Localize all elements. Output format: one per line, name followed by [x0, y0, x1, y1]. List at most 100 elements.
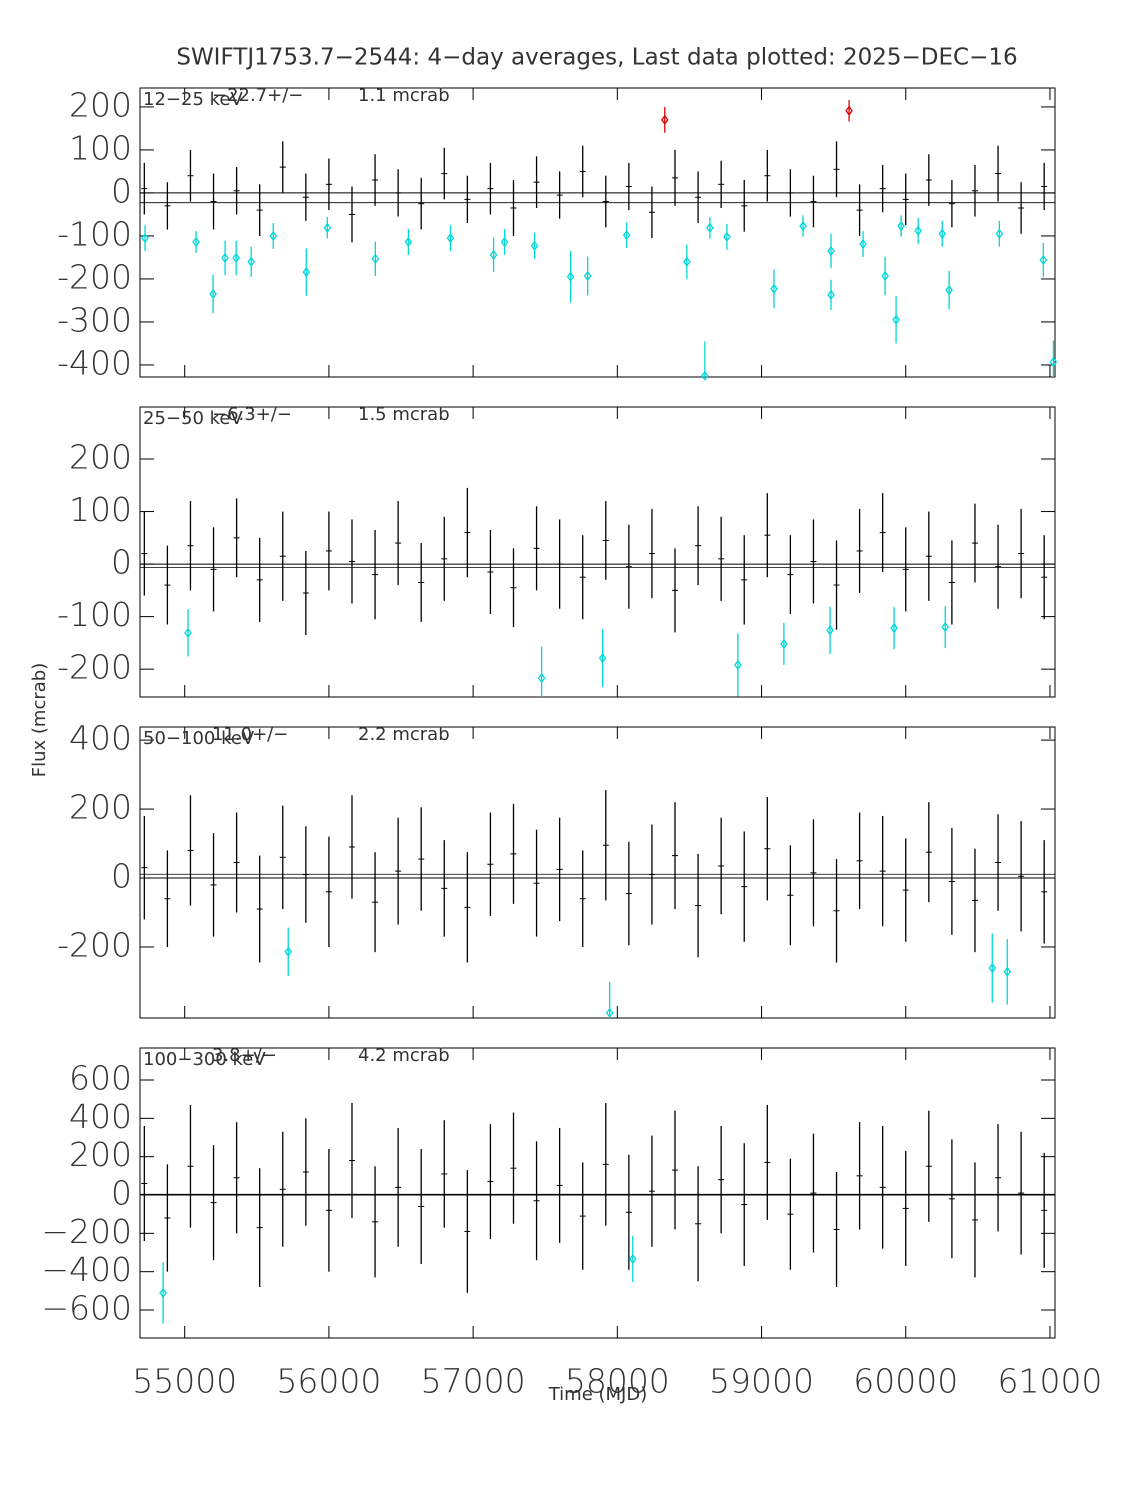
- data-point: [941, 622, 950, 633]
- y-tick-label: −400: [41, 1250, 132, 1289]
- y-tick-label: 600: [69, 1059, 132, 1098]
- y-tick-label: −600: [41, 1289, 132, 1328]
- x-axis-label: Time (MJD): [548, 1384, 648, 1405]
- data-point: [706, 222, 714, 233]
- mean-error-label: 4.2 mcrab: [358, 1045, 450, 1066]
- data-point: [583, 270, 592, 282]
- y-tick-label: -200: [57, 257, 132, 296]
- data-point: [827, 289, 835, 300]
- data-point: [537, 673, 546, 684]
- data-point: [827, 245, 835, 257]
- data-point: [988, 962, 997, 974]
- y-tick-label: 0: [111, 857, 132, 896]
- mean-label: −22.7+/−: [212, 85, 303, 106]
- x-tick-label: 61000: [997, 1362, 1102, 1401]
- mean-label: 11.0+/−: [212, 724, 288, 745]
- data-point: [622, 229, 631, 241]
- data-point: [530, 240, 539, 251]
- data-point: [446, 233, 455, 244]
- y-tick-label: 100: [69, 128, 132, 167]
- data-point: [945, 285, 953, 296]
- data-point: [914, 225, 922, 236]
- x-tick-label: 55000: [132, 1362, 237, 1401]
- data-point: [859, 239, 867, 250]
- y-tick-label: -200: [57, 648, 132, 687]
- data-point: [404, 236, 413, 248]
- data-point: [284, 946, 293, 957]
- band-label: 25−50 keV: [143, 408, 243, 429]
- data-point: [184, 627, 192, 638]
- y-tick-label: -200: [57, 925, 132, 964]
- data-point: [489, 249, 498, 260]
- y-tick-label: -100: [57, 214, 132, 253]
- data-point: [302, 266, 311, 278]
- x-tick-label: 56000: [276, 1362, 381, 1401]
- mean-error-label: 2.2 mcrab: [358, 724, 450, 745]
- y-tick-label: 200: [69, 85, 132, 124]
- band-label: 12−25 keV: [143, 89, 243, 110]
- plot-frame: [139, 1047, 1056, 1339]
- data-point: [269, 230, 278, 242]
- mean-label: −6.3+/−: [212, 404, 292, 425]
- data-point: [845, 105, 853, 116]
- data-point: [598, 653, 607, 664]
- x-tick-label: 60000: [853, 1362, 958, 1401]
- y-tick-label: 400: [69, 719, 132, 758]
- y-tick-label: −200: [41, 1212, 132, 1251]
- y-tick-label: 0: [111, 171, 132, 210]
- y-tick-label: -100: [57, 595, 132, 634]
- data-point: [159, 1287, 167, 1299]
- x-tick-label: 58000: [565, 1362, 670, 1401]
- data-point: [371, 253, 380, 264]
- data-point: [323, 222, 332, 233]
- data-point: [141, 233, 149, 244]
- data-point: [628, 1253, 637, 1265]
- data-point: [247, 256, 255, 267]
- data-point: [890, 623, 898, 634]
- data-point: [221, 252, 229, 263]
- data-point: [1039, 254, 1048, 266]
- data-point: [770, 283, 778, 294]
- data-point: [701, 370, 709, 381]
- band-label: 50−100 keV: [143, 728, 255, 749]
- data-point: [683, 256, 691, 267]
- mean-error-label: 1.5 mcrab: [358, 404, 450, 425]
- data-point: [734, 659, 742, 671]
- data-point: [892, 314, 900, 325]
- data-point: [897, 220, 905, 232]
- plot-frame: [139, 726, 1056, 1019]
- y-tick-label: 400: [69, 1097, 132, 1136]
- data-point: [500, 236, 509, 248]
- y-tick-label: 200: [69, 438, 132, 477]
- data-point: [660, 114, 669, 125]
- plot-frame: [139, 406, 1056, 698]
- y-tick-label: -300: [57, 300, 132, 339]
- data-point: [995, 228, 1004, 239]
- data-point: [1003, 966, 1012, 977]
- y-tick-label: 100: [69, 490, 132, 529]
- data-point: [232, 252, 240, 263]
- data-point: [192, 236, 200, 248]
- data-point: [723, 231, 731, 242]
- y-tick-label: 0: [111, 543, 132, 582]
- x-tick-label: 59000: [709, 1362, 814, 1401]
- data-point: [566, 271, 575, 282]
- band-label: 100−300 keV: [143, 1049, 266, 1070]
- data-point: [938, 228, 947, 239]
- mean-label: 3.8+/−: [212, 1045, 277, 1066]
- x-tick-label: 57000: [421, 1362, 526, 1401]
- data-point: [780, 638, 788, 650]
- plot-frame: [139, 87, 1056, 378]
- data-point: [209, 288, 217, 300]
- y-tick-label: 200: [69, 1135, 132, 1174]
- data-point: [881, 270, 889, 282]
- y-tick-label: 0: [111, 1174, 132, 1213]
- chart-title: SWIFTJ1753.7−2544: 4−day averages, Last …: [176, 45, 1017, 71]
- y-tick-label: -400: [57, 343, 132, 382]
- data-point: [826, 625, 834, 636]
- data-point: [605, 1007, 614, 1018]
- data-point: [799, 220, 807, 232]
- data-point: [1049, 356, 1058, 368]
